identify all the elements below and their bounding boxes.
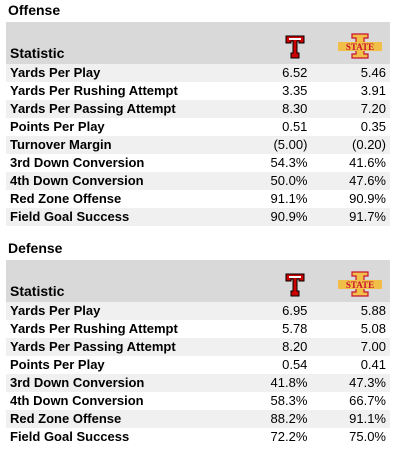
defense-row: Yards Per Rushing Attempt 5.78 5.08 <box>6 320 390 338</box>
team-b-value: 91.1% <box>311 410 390 428</box>
team-b-value: (0.20) <box>311 136 390 154</box>
defense-team-b-logo: STATE <box>311 260 390 302</box>
stat-label: Field Goal Success <box>6 208 234 226</box>
stat-label: Yards Per Play <box>6 302 234 320</box>
team-a-value: 0.54 <box>233 356 312 374</box>
offense-title: Offense <box>8 2 61 18</box>
team-a-value: 3.35 <box>233 82 312 100</box>
offense-row: Red Zone Offense 91.1% 90.9% <box>6 190 390 208</box>
stat-label: Yards Per Play <box>6 64 234 82</box>
stat-label: Points Per Play <box>6 356 234 374</box>
team-a-value: 6.95 <box>233 302 312 320</box>
offense-row: Field Goal Success 90.9% 91.7% <box>6 208 390 226</box>
team-a-value: 5.78 <box>233 320 312 338</box>
team-b-value: 66.7% <box>311 392 390 410</box>
svg-text:STATE: STATE <box>346 280 374 290</box>
team-a-value: (5.00) <box>233 136 312 154</box>
stat-label: Red Zone Offense <box>6 410 234 428</box>
stat-label: 3rd Down Conversion <box>6 154 234 172</box>
team-a-value: 50.0% <box>233 172 312 190</box>
team-a-value: 6.52 <box>233 64 312 82</box>
defense-row: Yards Per Play 6.95 5.88 <box>6 302 390 320</box>
team-b-value: 90.9% <box>311 190 390 208</box>
defense-row: Red Zone Offense 88.2% 91.1% <box>6 410 390 428</box>
offense-team-b-logo: STATE <box>311 22 390 64</box>
offense-row: Points Per Play 0.51 0.35 <box>6 118 390 136</box>
stat-label: 4th Down Conversion <box>6 392 234 410</box>
team-a-value: 54.3% <box>233 154 312 172</box>
defense-row: Field Goal Success 72.2% 75.0% <box>6 428 390 446</box>
offense-table: Statistic STATE Yards <box>6 22 390 226</box>
team-a-value: 58.3% <box>233 392 312 410</box>
defense-title: Defense <box>8 240 63 256</box>
offense-row: 4th Down Conversion 50.0% 47.6% <box>6 172 390 190</box>
defense-team-a-logo <box>233 260 312 302</box>
team-b-value: 91.7% <box>311 208 390 226</box>
stat-label: Yards Per Rushing Attempt <box>6 82 234 100</box>
stat-label: Field Goal Success <box>6 428 234 446</box>
iowa-state-i-icon: STATE <box>336 33 384 64</box>
offense-row: Yards Per Play 6.52 5.46 <box>6 64 390 82</box>
team-a-value: 8.30 <box>233 100 312 118</box>
stat-label: Turnover Margin <box>6 136 234 154</box>
offense-header-row: Statistic STATE <box>6 22 390 64</box>
stat-label: 3rd Down Conversion <box>6 374 234 392</box>
stat-label: Yards Per Passing Attempt <box>6 338 234 356</box>
team-b-value: 41.6% <box>311 154 390 172</box>
team-b-value: 7.20 <box>311 100 390 118</box>
team-a-value: 72.2% <box>233 428 312 446</box>
team-b-value: 47.3% <box>311 374 390 392</box>
team-b-value: 5.46 <box>311 64 390 82</box>
texas-tech-t-icon <box>285 273 305 302</box>
team-a-value: 88.2% <box>233 410 312 428</box>
offense-row: Yards Per Rushing Attempt 3.35 3.91 <box>6 82 390 100</box>
stat-label: Points Per Play <box>6 118 234 136</box>
stat-label: 4th Down Conversion <box>6 172 234 190</box>
offense-row: Yards Per Passing Attempt 8.30 7.20 <box>6 100 390 118</box>
team-a-value: 41.8% <box>233 374 312 392</box>
defense-row: 4th Down Conversion 58.3% 66.7% <box>6 392 390 410</box>
team-a-value: 0.51 <box>233 118 312 136</box>
team-b-value: 0.35 <box>311 118 390 136</box>
defense-row: Yards Per Passing Attempt 8.20 7.00 <box>6 338 390 356</box>
iowa-state-i-icon: STATE <box>336 271 384 302</box>
defense-header-row: Statistic STATE <box>6 260 390 302</box>
defense-table: Statistic STATE Yards <box>6 260 390 446</box>
stat-label: Yards Per Passing Attempt <box>6 100 234 118</box>
team-b-value: 75.0% <box>311 428 390 446</box>
offense-row: Turnover Margin (5.00) (0.20) <box>6 136 390 154</box>
team-b-value: 3.91 <box>311 82 390 100</box>
defense-row: Points Per Play 0.54 0.41 <box>6 356 390 374</box>
team-b-value: 5.08 <box>311 320 390 338</box>
team-b-value: 0.41 <box>311 356 390 374</box>
stat-label: Red Zone Offense <box>6 190 234 208</box>
team-a-value: 8.20 <box>233 338 312 356</box>
team-b-value: 5.88 <box>311 302 390 320</box>
team-a-value: 91.1% <box>233 190 312 208</box>
defense-header-label: Statistic <box>6 260 234 302</box>
svg-text:STATE: STATE <box>346 42 374 52</box>
offense-header-label: Statistic <box>6 22 234 64</box>
texas-tech-t-icon <box>285 35 305 64</box>
defense-row: 3rd Down Conversion 41.8% 47.3% <box>6 374 390 392</box>
offense-team-a-logo <box>233 22 312 64</box>
team-a-value: 90.9% <box>233 208 312 226</box>
team-b-value: 7.00 <box>311 338 390 356</box>
team-b-value: 47.6% <box>311 172 390 190</box>
stat-label: Yards Per Rushing Attempt <box>6 320 234 338</box>
offense-row: 3rd Down Conversion 54.3% 41.6% <box>6 154 390 172</box>
